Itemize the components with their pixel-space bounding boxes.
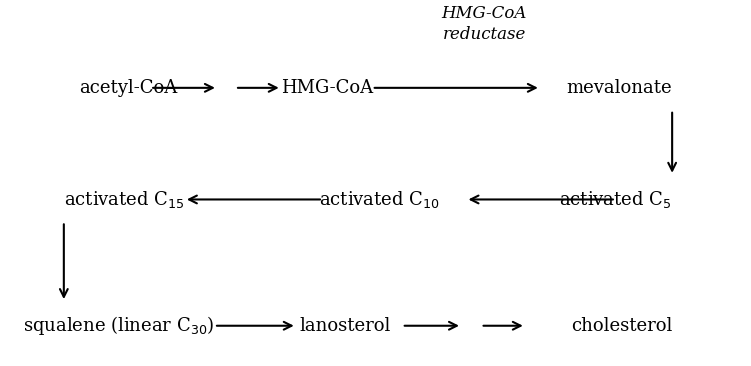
Text: squalene (linear C$_{30}$): squalene (linear C$_{30}$) <box>23 314 214 337</box>
Text: mevalonate: mevalonate <box>566 79 672 97</box>
Text: activated C$_5$: activated C$_5$ <box>559 189 672 210</box>
Text: HMG-CoA
reductase: HMG-CoA reductase <box>442 5 527 43</box>
Text: acetyl-CoA: acetyl-CoA <box>79 79 177 97</box>
Text: HMG-CoA: HMG-CoA <box>281 79 372 97</box>
Text: lanosterol: lanosterol <box>300 317 391 335</box>
Text: activated C$_{10}$: activated C$_{10}$ <box>318 189 440 210</box>
Text: cholesterol: cholesterol <box>571 317 672 335</box>
Text: activated C$_{15}$: activated C$_{15}$ <box>64 189 185 210</box>
